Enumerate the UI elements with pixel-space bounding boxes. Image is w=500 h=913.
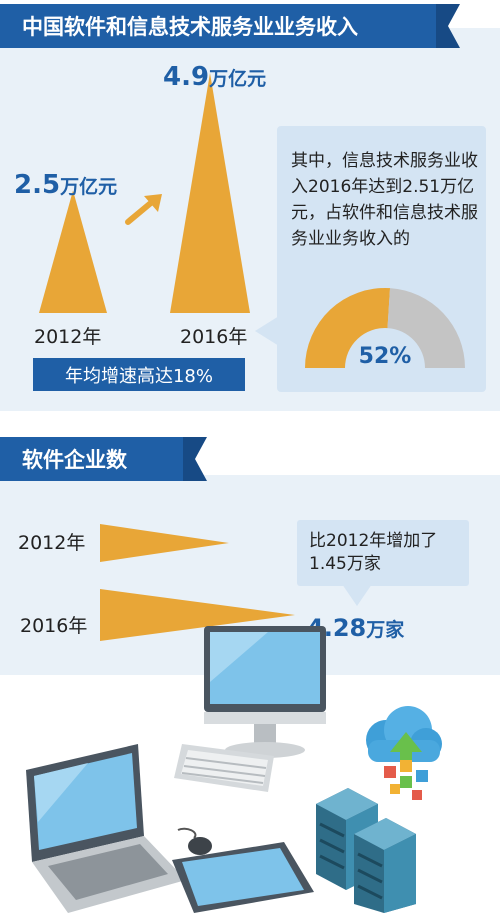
cloud-upload-icon: [366, 706, 442, 770]
enterprise-category-2016: 2016年: [20, 615, 88, 637]
enterprise-bar-0: [100, 524, 229, 562]
callout-pointer: [255, 316, 279, 346]
gauge-segment-1: [387, 288, 465, 368]
revenue-callout-text: 其中，信息技术服务业收入2016年达到2.51万亿元，占软件和信息技术服务业业务…: [291, 151, 478, 249]
category-label-2016: 2016年: [180, 326, 248, 348]
value-label-2016: 4.9万亿元: [163, 62, 267, 92]
banner-fold-decoration: [183, 437, 207, 481]
monitor-icon: [204, 626, 326, 758]
value-label-2012: 2.5万亿元: [14, 170, 118, 200]
share-percent-label: 52%: [358, 344, 412, 369]
mouse-icon: [177, 827, 212, 855]
arrow-up-right-icon: [125, 194, 162, 225]
share-gauge: [305, 288, 465, 368]
revenue-bar-chart: [39, 73, 250, 313]
enterprise-bar-1: [100, 589, 295, 641]
revenue-bar-1: [170, 73, 250, 313]
enterprise-callout-box: [297, 520, 469, 586]
enterprise-category-2012: 2012年: [18, 532, 86, 554]
server-rack-icon: [316, 788, 416, 913]
data-blocks-decoration: [384, 760, 428, 800]
category-label-2012: 2012年: [34, 326, 102, 348]
revenue-bar-0: [39, 190, 107, 313]
growth-rate-badge: 年均增速高达18%: [33, 358, 245, 391]
keyboard-icon: [174, 744, 274, 792]
laptop-icon: [26, 744, 186, 913]
callout-pointer: [342, 584, 372, 606]
tablet-icon: [172, 842, 314, 913]
enterprise-bar-chart: [100, 524, 295, 641]
enterprise-callout-text: 比2012年增加了1.45万家: [309, 531, 438, 574]
enterprise-section-title: 软件企业数: [0, 437, 183, 481]
gauge-segment-0: [305, 288, 391, 368]
banner-fold-decoration: [436, 4, 460, 48]
revenue-section-title: 中国软件和信息技术服务业业务收入: [0, 4, 436, 48]
